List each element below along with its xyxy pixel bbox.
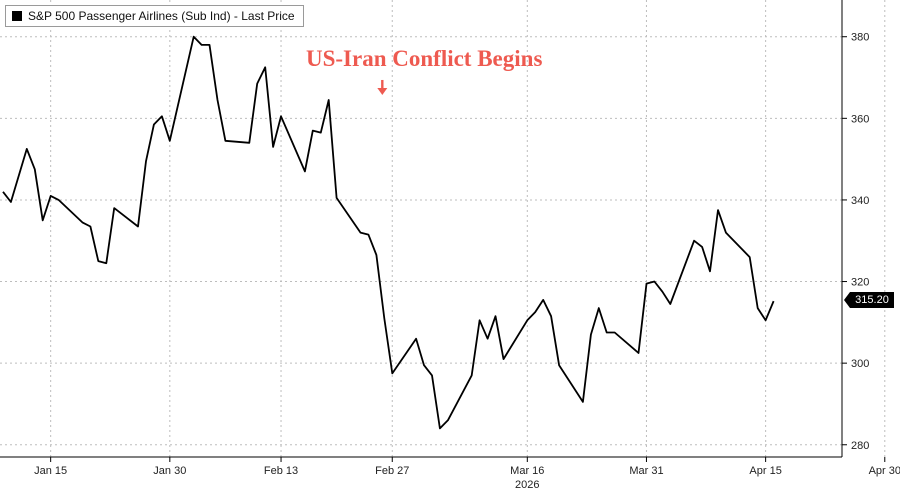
annotation-label: US-Iran Conflict Begins [306, 46, 543, 71]
x-tick-label: Jan 30 [153, 465, 186, 477]
x-tick-label: Apr 30 [869, 465, 900, 477]
series-layer [2, 35, 775, 430]
x-tick-label: Jan 15 [34, 465, 67, 477]
legend-swatch [12, 11, 22, 21]
legend: S&P 500 Passenger Airlines (Sub Ind) - L… [5, 5, 304, 27]
x-tick-label: Feb 27 [375, 465, 409, 477]
annotation-layer [377, 79, 388, 95]
tick-labels: 280 300 320 340 360 380 Jan 15 Jan 30 Feb 13 Feb … [34, 32, 900, 490]
y-tick-label: 360 [851, 113, 869, 125]
y-tick-label: 340 [851, 195, 869, 207]
y-tick-label: 320 [851, 277, 869, 289]
y-tick-label: 380 [851, 32, 869, 44]
x-tick-label: Mar 31 [629, 465, 663, 477]
series-line [2, 35, 775, 430]
legend-label: S&P 500 Passenger Airlines (Sub Ind) - L… [28, 9, 295, 23]
axes [0, 0, 886, 462]
x-tick-label: Apr 15 [749, 465, 781, 477]
x-tick-label: Mar 16 [510, 465, 544, 477]
x-tick-label: Feb 13 [264, 465, 298, 477]
annotation-arrow-head [377, 87, 388, 95]
grid-lines [0, 0, 886, 457]
x-axis-year-label: 2026 [515, 479, 539, 490]
y-tick-label: 300 [851, 358, 869, 370]
y-tick-label: 280 [851, 440, 869, 452]
last-price-badge: 315.20 [844, 292, 894, 308]
